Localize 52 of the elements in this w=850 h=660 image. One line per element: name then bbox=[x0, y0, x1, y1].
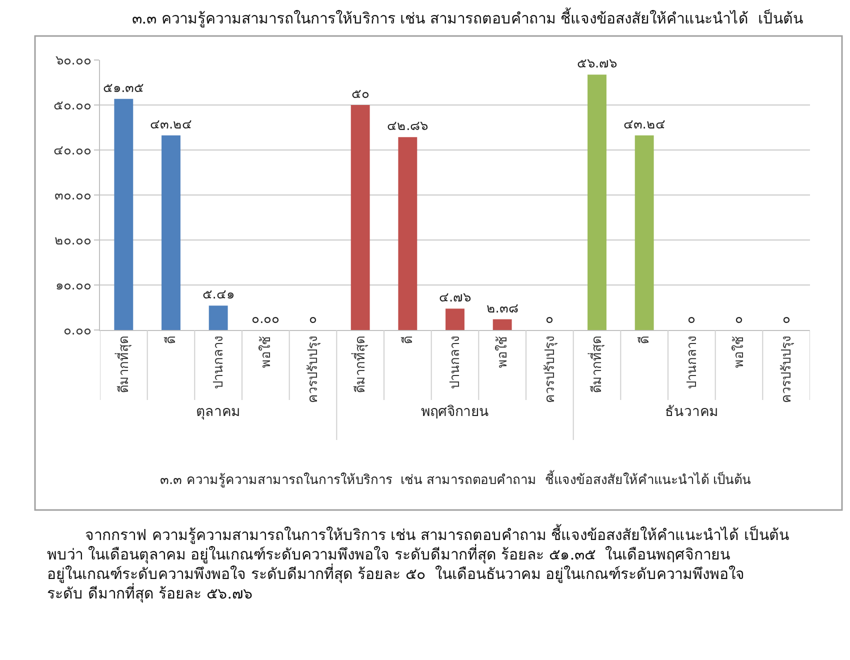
bar bbox=[162, 135, 180, 330]
text: ตุลาคม bbox=[196, 404, 240, 420]
x-tick-label: ปานกลาง bbox=[212, 336, 227, 390]
x-tick-label: ควรปรับปรุง bbox=[780, 336, 795, 404]
x-tick-label: พอใช้ bbox=[731, 336, 748, 368]
data-label: ๔๓.๒๔ bbox=[623, 117, 666, 132]
y-tick-label: ๓๐.๐๐ bbox=[54, 188, 92, 204]
x-tick-label: ดีมากที่สุด bbox=[114, 336, 132, 394]
data-label: ๕๖.๗๖ bbox=[576, 56, 618, 72]
data-label: ๔๒.๘๖ bbox=[387, 119, 428, 134]
x-tick-label: ดี bbox=[636, 336, 653, 344]
x-tick-label: ดี bbox=[400, 336, 416, 344]
bar bbox=[492, 319, 512, 330]
text: ๓.๓ ความรู้ความสามารถในการให้บริการ เช่น สามารถตอบคำถาม ชี้แจงข้อสงสัยให้คำแนะนำได้ เป็นต้น bbox=[160, 470, 752, 488]
data-label: ๐.๐๐ bbox=[252, 312, 280, 327]
x-tick-label: ปานกลาง bbox=[448, 336, 464, 390]
bar bbox=[350, 105, 370, 330]
data-label: ๐ bbox=[309, 312, 317, 327]
x-tick-label: พอใช้ bbox=[494, 336, 511, 368]
bar bbox=[208, 306, 228, 330]
data-label: ๔.๗๖ bbox=[438, 290, 472, 306]
data-label: ๕๐ bbox=[351, 87, 370, 102]
bar bbox=[634, 135, 654, 330]
x-tick-label: ดีมากที่สุด bbox=[588, 336, 606, 394]
data-label: ๕๑.๓๕ bbox=[103, 80, 144, 96]
bar bbox=[398, 137, 418, 330]
y-tick-label: ๕๐.๐๐ bbox=[53, 98, 92, 114]
x-tick-label: ดี bbox=[163, 336, 180, 344]
data-label: ๐ bbox=[735, 312, 743, 327]
text: จากกราฟ ความรู้ความสามารถในการให้บริการ เช่น สามารถตอบคำถาม ชี้แจงข้อสงสัยให้คำแนะนำได้ เป็นต้น พบว่า ในเดือนตุลาคม อยู่ในเกณฑ์ระดับความพึงพอใจ ระดับดีมากที่สุด ร้อยละ ๕๑.๓๕ ในเดือนพฤศจิกายน อยู่ในเกณฑ์ระดับความพึงพอใจ ระดับดีมากที่สุด ร้อยละ ๕๐ ในเดือนธันวาคม อยู่ในเกณฑ์ระดับความพึงพอใจ ระดับ ดีมากที่สุด ร้อยละ ๕๖.๗๖ bbox=[47, 524, 789, 604]
text: ธันวาคม bbox=[665, 404, 718, 420]
bar bbox=[446, 308, 464, 330]
y-tick-label: ๔๐.๐๐ bbox=[53, 144, 92, 159]
chart-title: ๓.๓ ความรู้ความสามารถในการให้บริการ เช่น สามารถตอบคำถาม ชี้แจงข้อสงสัยให้คำแนะนำได้ เป็นต้น bbox=[132, 7, 804, 28]
data-label: ๐ bbox=[688, 312, 696, 327]
x-tick-label: ปานกลาง bbox=[684, 336, 700, 390]
text: พฤศจิกายน bbox=[421, 404, 489, 420]
x-tick-label: ควรปรับปรุง bbox=[542, 336, 558, 404]
y-tick-label: ๒๐.๐๐ bbox=[54, 234, 92, 249]
data-label: ๒.๓๘ bbox=[486, 301, 518, 316]
data-label: ๐ bbox=[782, 312, 790, 327]
y-tick-label: ๖๐.๐๐ bbox=[55, 54, 92, 69]
x-tick-label: พอใช้ bbox=[258, 336, 274, 368]
data-label: ๕.๔๑ bbox=[202, 288, 234, 303]
bar bbox=[588, 74, 606, 330]
bar bbox=[114, 98, 134, 330]
y-tick-label: ๑๐.๐๐ bbox=[55, 278, 92, 294]
x-tick-label: ควรปรับปรุง bbox=[306, 336, 322, 404]
data-label: ๔๓.๒๔ bbox=[150, 117, 192, 132]
data-label: ๐ bbox=[546, 312, 554, 327]
x-tick-label: ดีมากที่สุด bbox=[352, 336, 369, 394]
y-tick-label: ๐.๐๐ bbox=[63, 324, 92, 339]
